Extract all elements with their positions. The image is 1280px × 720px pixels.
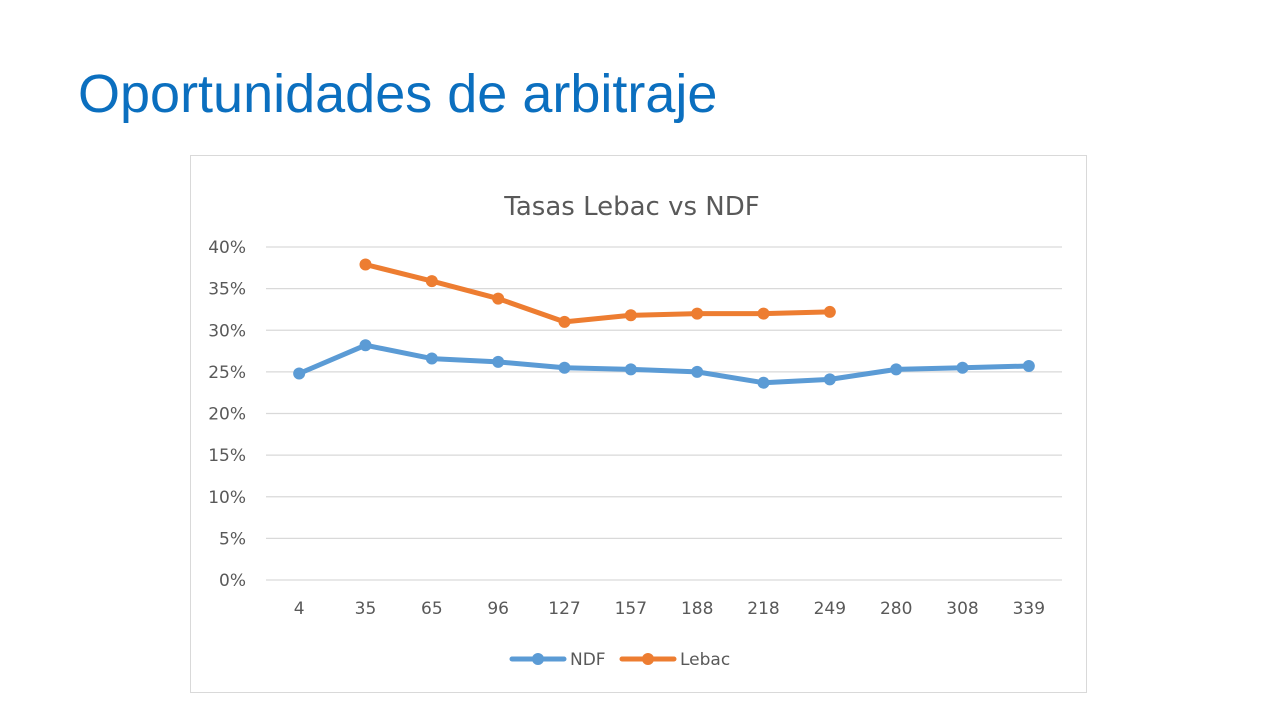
data-point-lebac [359, 258, 372, 271]
data-point-ndf [691, 365, 704, 378]
gridlines [266, 246, 1062, 581]
x-tick-label: 308 [946, 599, 978, 619]
y-tick-label: 20% [208, 405, 246, 425]
data-point-lebac [757, 307, 770, 320]
chart-container: Tasas Lebac vs NDF 0% 5% 10% 15% 20% 25% 30% 35… [190, 155, 1087, 693]
legend-swatch-marker [532, 653, 544, 665]
series-lebac [359, 258, 836, 328]
data-point-ndf [624, 363, 637, 376]
y-tick-label: 5% [219, 529, 246, 549]
data-point-ndf [558, 361, 571, 374]
y-tick-label: 15% [208, 446, 246, 466]
x-tick-label: 127 [548, 599, 580, 619]
data-point-ndf [956, 361, 969, 374]
data-point-ndf [425, 352, 438, 365]
data-point-ndf [1022, 360, 1035, 373]
line-chart: Tasas Lebac vs NDF 0% 5% 10% 15% 20% 25% 30% 35… [208, 192, 1062, 670]
series-group [293, 258, 1035, 389]
chart-title: Tasas Lebac vs NDF [503, 192, 759, 222]
data-point-lebac [492, 292, 505, 305]
x-tick-label: 339 [1013, 599, 1045, 619]
series-line-ndf [296, 342, 1032, 386]
data-point-ndf [359, 339, 372, 352]
slide-title: Oportunidades de arbitraje [78, 64, 718, 124]
y-tick-label: 0% [219, 571, 246, 591]
data-point-ndf [757, 376, 770, 389]
x-tick-label: 65 [421, 599, 443, 619]
data-point-lebac [823, 305, 836, 318]
data-point-lebac [691, 307, 704, 320]
x-tick-label: 35 [355, 599, 377, 619]
data-point-lebac [624, 309, 637, 322]
x-tick-label: 188 [681, 599, 713, 619]
legend: NDF Lebac [509, 650, 730, 670]
data-point-lebac [425, 275, 438, 288]
y-tick-label: 40% [208, 238, 246, 258]
series-line-lebac [363, 262, 833, 325]
legend-item-ndf: NDF [509, 650, 606, 670]
data-point-ndf [293, 367, 306, 380]
legend-label: Lebac [680, 650, 730, 670]
x-tick-label: 157 [615, 599, 647, 619]
x-tick-label: 249 [814, 599, 846, 619]
data-point-ndf [823, 373, 836, 386]
x-axis-tick-labels: 4 35 65 96 127 157 188 218 249 280 308 339 [294, 599, 1045, 619]
y-tick-label: 35% [208, 280, 246, 300]
y-tick-label: 30% [208, 321, 246, 341]
y-tick-label: 10% [208, 488, 246, 508]
y-tick-label: 25% [208, 363, 246, 383]
series-ndf [293, 339, 1035, 389]
legend-label: NDF [570, 650, 606, 670]
data-point-ndf [492, 355, 505, 368]
y-axis-tick-labels: 0% 5% 10% 15% 20% 25% 30% 35% 40% [208, 238, 246, 591]
x-tick-label: 96 [487, 599, 509, 619]
x-tick-label: 280 [880, 599, 912, 619]
legend-item-lebac: Lebac [619, 650, 730, 670]
legend-swatch-marker [642, 653, 654, 665]
x-tick-label: 218 [747, 599, 779, 619]
data-point-lebac [558, 315, 571, 328]
x-tick-label: 4 [294, 599, 305, 619]
data-point-ndf [890, 363, 903, 376]
